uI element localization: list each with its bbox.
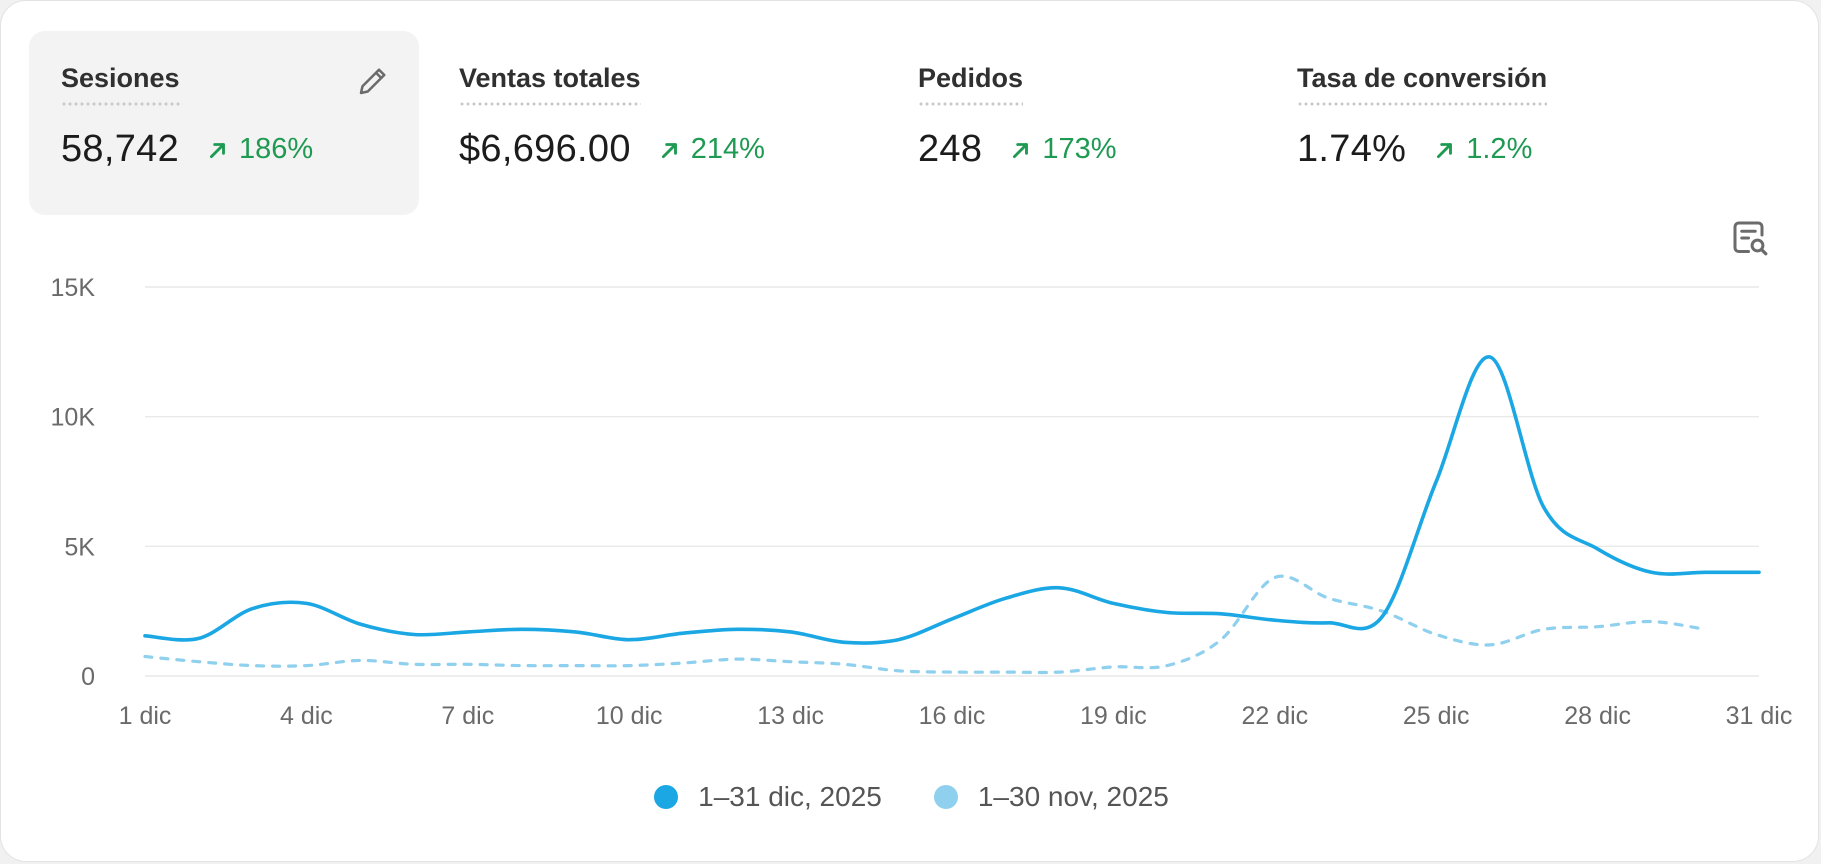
metric-card-conversion-rate[interactable]: Tasa de conversión 1.74% 1.2% xyxy=(1265,31,1705,215)
y-tick-label: 15K xyxy=(51,274,96,302)
metric-value: $6,696.00 xyxy=(459,128,631,170)
x-tick-label: 13 dic xyxy=(757,702,824,730)
x-tick-label: 10 dic xyxy=(596,702,663,730)
metric-card-sessions[interactable]: Sesiones 58,742 186% xyxy=(29,31,419,215)
x-tick-label: 31 dic xyxy=(1726,702,1793,730)
metric-change: 186% xyxy=(207,133,313,166)
metric-value: 58,742 xyxy=(61,128,180,170)
x-tick-label: 16 dic xyxy=(919,702,986,730)
pencil-icon[interactable] xyxy=(355,63,391,99)
series-lines xyxy=(143,355,1761,675)
x-tick-label: 28 dic xyxy=(1564,702,1631,730)
metric-value: 1.74% xyxy=(1297,128,1407,170)
metric-change-value: 1.2% xyxy=(1466,133,1533,165)
x-tick-label: 25 dic xyxy=(1403,702,1470,730)
metric-value: 248 xyxy=(918,128,983,170)
y-axis-ticks: 0 5K 10K 15K xyxy=(51,274,96,691)
arrow-up-right-icon xyxy=(210,142,225,158)
x-tick-label: 19 dic xyxy=(1080,702,1147,730)
series-line-previous[interactable] xyxy=(143,574,1707,675)
legend-item-previous[interactable]: 1–30 nov, 2025 xyxy=(933,781,1169,813)
chart-legend: 1–31 dic, 2025 1–30 nov, 2025 xyxy=(1,781,1821,813)
metric-change-value: 173% xyxy=(1042,133,1117,165)
metric-label[interactable]: Pedidos xyxy=(918,63,1024,106)
series-line-current[interactable] xyxy=(143,355,1761,645)
metric-label[interactable]: Sesiones xyxy=(61,63,180,106)
grid-lines xyxy=(145,286,1759,677)
x-axis-ticks: 1 dic 4 dic 7 dic 10 dic 13 dic 16 dic 19 dic 2… xyxy=(119,702,1793,730)
metric-card-orders[interactable]: Pedidos 248 173% xyxy=(886,31,1266,215)
arrow-up-right-icon xyxy=(1437,142,1453,158)
arrow-up-right-icon xyxy=(661,142,677,158)
sessions-line-chart: 0 5K 10K 15K 1 dic 4 dic 7 dic 10 dic 13 dic 16 … xyxy=(51,274,1793,730)
report-search-icon[interactable] xyxy=(1729,217,1771,259)
y-tick-label: 0 xyxy=(81,663,95,691)
x-tick-label: 1 dic xyxy=(119,702,172,730)
legend-item-current[interactable]: 1–31 dic, 2025 xyxy=(654,781,882,813)
metric-label[interactable]: Tasa de conversión xyxy=(1297,63,1548,106)
x-tick-label: 7 dic xyxy=(441,702,494,730)
legend-label-current: 1–31 dic, 2025 xyxy=(698,781,882,812)
metric-change: 1.2% xyxy=(1434,133,1532,166)
x-tick-label: 22 dic xyxy=(1241,702,1308,730)
metric-change-value: 214% xyxy=(690,133,765,165)
y-tick-label: 10K xyxy=(51,404,96,432)
legend-label-previous: 1–30 nov, 2025 xyxy=(977,781,1169,812)
arrow-up-right-icon xyxy=(1013,142,1029,158)
legend-dot-previous xyxy=(933,785,958,809)
metric-label[interactable]: Ventas totales xyxy=(459,63,641,106)
metric-change-value: 186% xyxy=(239,133,314,165)
metric-change: 173% xyxy=(1010,133,1116,166)
y-tick-label: 5K xyxy=(64,533,95,561)
legend-dot-current xyxy=(654,785,679,809)
metric-card-total-sales[interactable]: Ventas totales $6,696.00 214% xyxy=(427,31,847,215)
metric-change: 214% xyxy=(659,133,765,166)
x-tick-label: 4 dic xyxy=(280,702,333,730)
